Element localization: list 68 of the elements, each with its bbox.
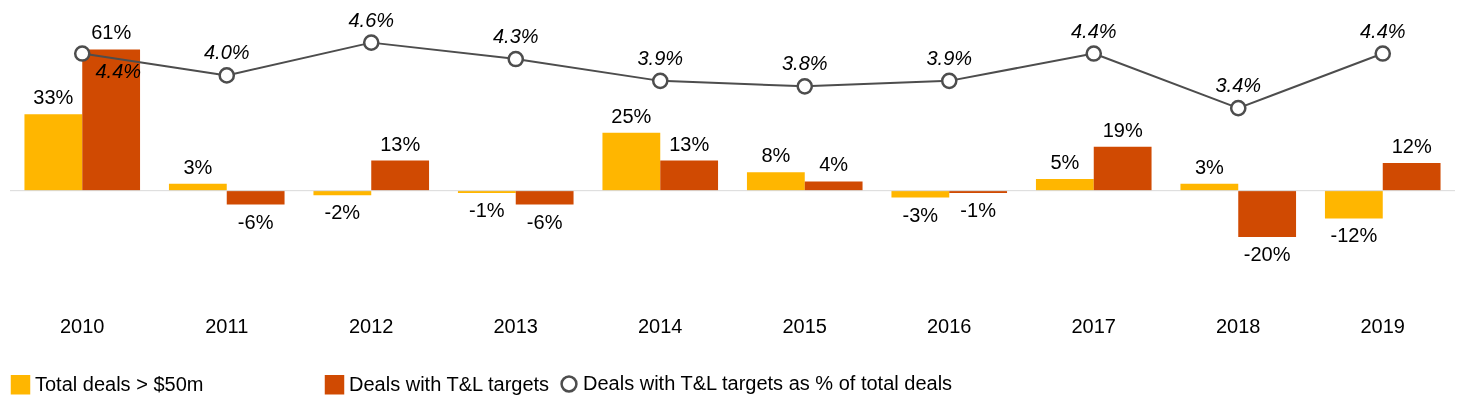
data-label: 3.9% xyxy=(926,46,973,69)
x-tick-label: 2019 xyxy=(1360,314,1405,337)
data-label: 4.4% xyxy=(95,59,142,82)
data-label: 4.4% xyxy=(1359,19,1406,42)
legend-label: Total deals > $50m xyxy=(35,372,204,395)
point xyxy=(651,72,669,90)
legend-label: Deals with T&L targets xyxy=(349,372,550,395)
point xyxy=(507,50,525,68)
bar xyxy=(24,114,83,191)
data-label: 61% xyxy=(91,21,132,44)
x-tick-label: 2014 xyxy=(638,314,683,337)
x-tick-label: 2016 xyxy=(927,314,972,337)
x-tick-label: 2012 xyxy=(349,314,394,337)
data-label: 3% xyxy=(183,155,213,178)
data-label: 33% xyxy=(33,86,74,109)
data-label: 4% xyxy=(819,153,849,176)
data-label: 5% xyxy=(1050,151,1080,174)
bar xyxy=(660,160,719,191)
data-label: 4.0% xyxy=(203,41,250,64)
point xyxy=(796,78,814,95)
bar xyxy=(602,132,661,191)
data-label: -1% xyxy=(960,198,997,221)
bar xyxy=(226,190,285,205)
x-tick-label: 2010 xyxy=(60,314,105,337)
x-tick-label: 2013 xyxy=(493,314,538,337)
bar xyxy=(1382,162,1441,191)
bar xyxy=(515,190,574,205)
data-label: 8% xyxy=(761,144,791,167)
point xyxy=(218,67,236,84)
data-label: 25% xyxy=(611,104,652,127)
data-label: -1% xyxy=(469,198,505,221)
x-tick-label: 2018 xyxy=(1216,314,1261,337)
point xyxy=(362,34,380,51)
data-label: 4.4% xyxy=(1070,19,1117,42)
data-label: 19% xyxy=(1102,118,1143,141)
x-tick-label: 2011 xyxy=(205,314,249,337)
data-label: -12% xyxy=(1330,224,1378,247)
point xyxy=(1374,45,1392,62)
x-tick-label: 2017 xyxy=(1071,314,1116,337)
bar xyxy=(746,172,805,191)
point xyxy=(1085,45,1103,62)
data-label: 4.6% xyxy=(348,8,395,31)
data-label: 13% xyxy=(669,132,710,155)
bar xyxy=(891,190,950,198)
data-label: 3% xyxy=(1194,155,1225,178)
data-label: 13% xyxy=(380,132,421,155)
data-label: 3.9% xyxy=(637,46,684,69)
data-label: -3% xyxy=(902,203,939,226)
bar xyxy=(1093,146,1152,191)
bar xyxy=(1035,179,1094,191)
point xyxy=(1229,99,1247,117)
data-label: -6% xyxy=(526,210,563,233)
data-label: -20% xyxy=(1243,242,1291,265)
data-label: -6% xyxy=(237,210,274,233)
point xyxy=(73,45,91,62)
data-label: 3.8% xyxy=(781,52,828,75)
bar xyxy=(1324,190,1383,219)
bar xyxy=(82,49,141,191)
bar xyxy=(1238,190,1297,237)
bar xyxy=(804,181,863,191)
data-label: 4.3% xyxy=(492,25,539,48)
x-tick-label: 2015 xyxy=(782,314,827,337)
bar xyxy=(371,160,430,191)
data-label: -2% xyxy=(324,201,361,224)
data-label: 3.4% xyxy=(1215,74,1262,97)
data-label: 12% xyxy=(1391,134,1432,157)
point xyxy=(940,72,958,90)
legend-label: Deals with T&L targets as % of total deals xyxy=(583,372,953,394)
